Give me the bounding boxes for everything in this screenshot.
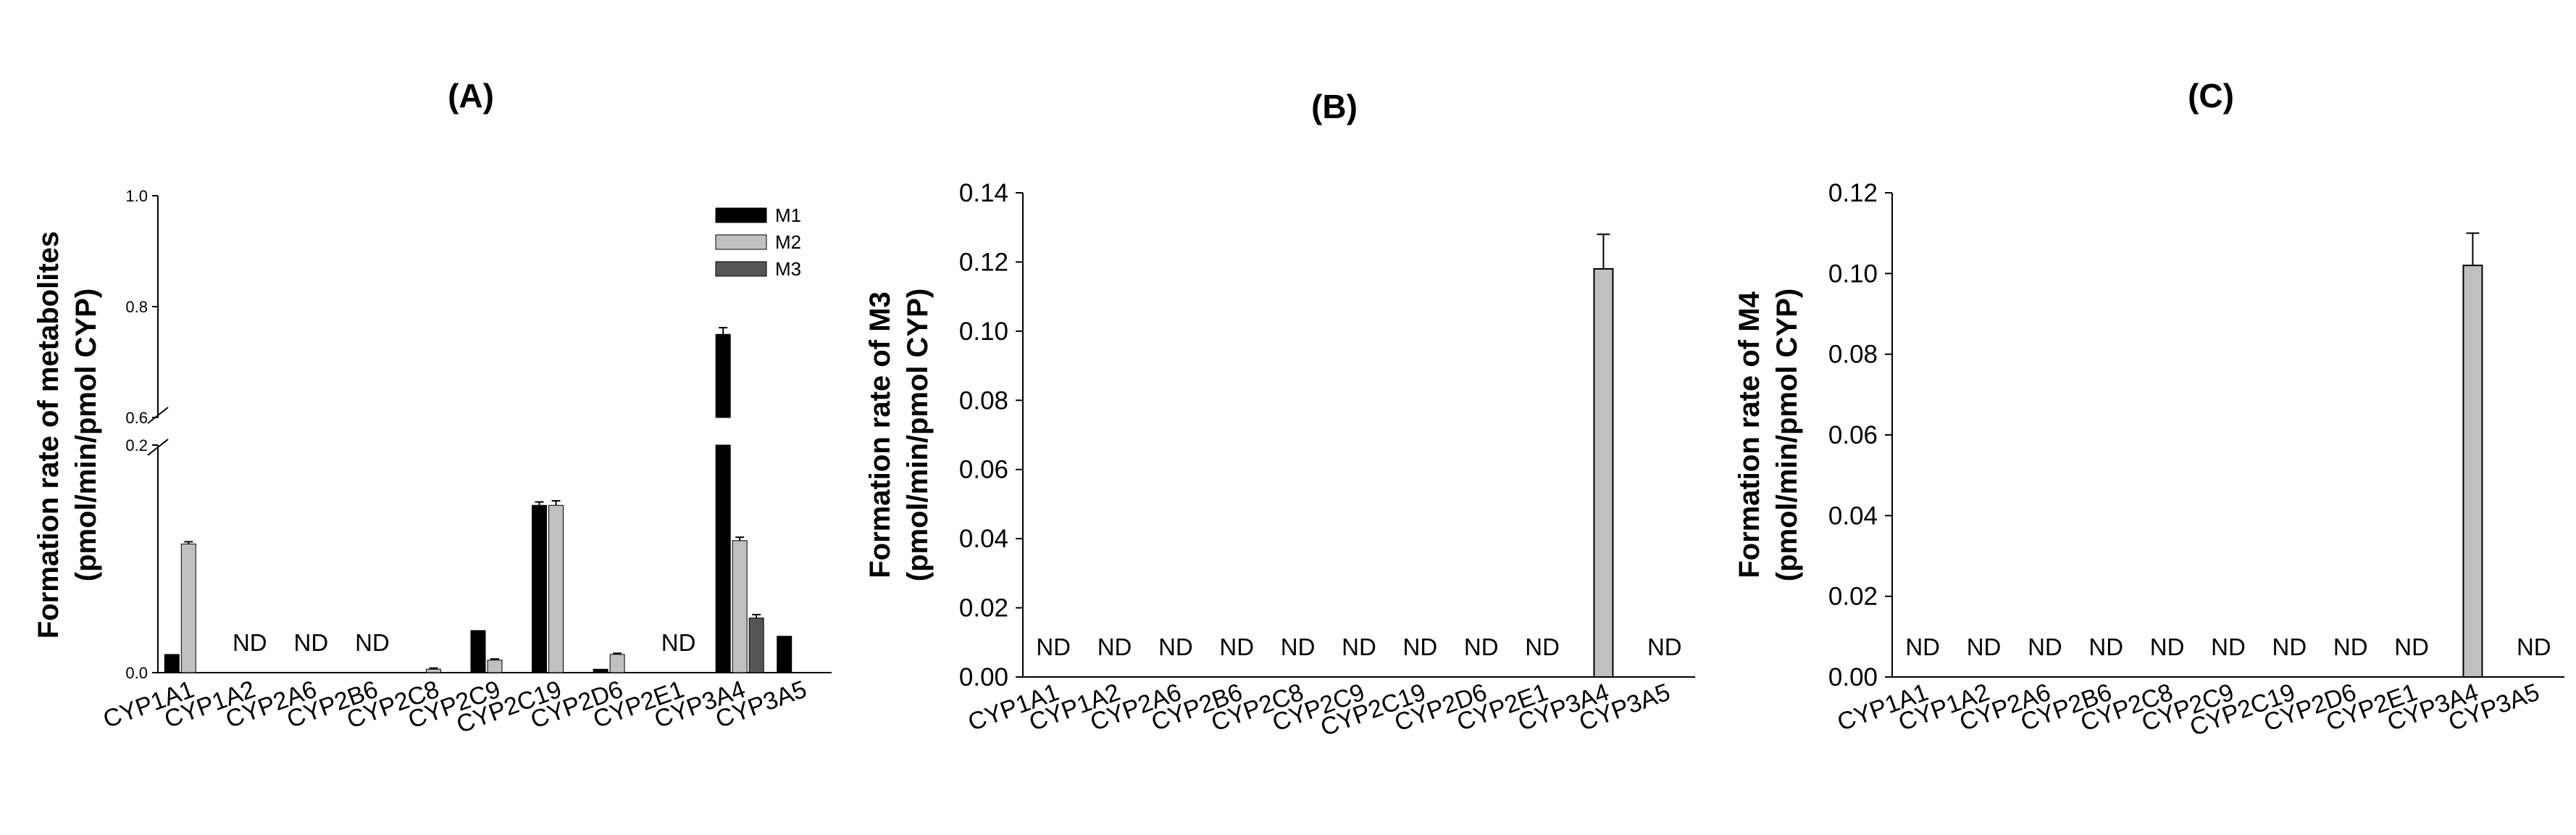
panel-c-y-tick-label: 0.12 [1828, 179, 1878, 207]
panel-b-nd-label: ND [1525, 633, 1560, 660]
panel-b-nd-label: ND [1647, 633, 1682, 660]
panel-a-bar-m2 [180, 544, 196, 673]
panel-a-bar-m2 [425, 668, 441, 673]
panel-a-legend: M1 M2 M3 [715, 204, 801, 280]
panel-c-title: (C) [2188, 77, 2234, 115]
panel-b-nd-label: ND [1219, 633, 1254, 660]
panel-b-title: (B) [1311, 88, 1358, 125]
panel-a-nd-label: ND [355, 629, 390, 656]
panel-b-bar [1593, 267, 1614, 678]
panel-a-legend-label: M1 [775, 204, 801, 226]
panel-a-bar-m2 [609, 654, 625, 673]
panel-c-nd-label: ND [1967, 633, 2002, 660]
panel-b: (B) Formation rate of M3 (pmol/min/pmol … [864, 88, 1695, 741]
panel-a-bar-m2 [487, 660, 503, 673]
panel-a-y-tick-label: 0.2 [125, 436, 148, 454]
panel-a-bar-m1 [532, 504, 548, 673]
panel-a-legend-label: M3 [775, 258, 801, 280]
panel-b-nd-label: ND [1464, 633, 1499, 660]
panel-c-nd-label: ND [2088, 633, 2123, 660]
panel-a-bar-m1 [593, 668, 609, 673]
panel-a-bar-m1 [470, 630, 486, 673]
panel-a-bar-m2 [732, 540, 748, 673]
panel-b-ylabel-line2: (pmol/min/pmol CYP) [902, 288, 934, 581]
panel-a-bar-m1-upper [715, 333, 731, 418]
panel-a-title: (A) [448, 77, 494, 115]
panel-a-legend-swatch [715, 261, 767, 277]
panel-c-nd-label: ND [2150, 633, 2185, 660]
panel-c-nd-label: ND [2211, 633, 2246, 660]
panel-c-y-tick-label: 0.06 [1828, 421, 1878, 449]
panel-a-break-mark [147, 407, 169, 424]
panel-a-break-mark [147, 439, 169, 456]
panel-c-y-tick-label: 0.02 [1828, 583, 1878, 611]
panel-a-y-tick-label: 0.8 [125, 298, 148, 316]
panel-b-nd-label: ND [1097, 633, 1132, 660]
panel-a-bars [164, 327, 793, 673]
panel-b-bars [1593, 233, 1614, 678]
panel-b-y-tick-label: 0.10 [959, 317, 1008, 346]
panel-b-nd-label: ND [1342, 633, 1376, 660]
panel-b-axes: 0.00 0.02 0.04 0.06 0.08 0.10 0.12 0.14 [959, 179, 1695, 691]
panel-a-ylabel-line1: Formation rate of metabolites [33, 231, 64, 639]
panel-a-legend-label: M2 [775, 231, 801, 253]
panel-c-y-tick-label: 0.04 [1828, 502, 1878, 530]
panel-a-ylabel: Formation rate of metabolites (pmol/min/… [33, 231, 102, 639]
panel-a-bar-m1 [777, 636, 793, 673]
panel-a-bar-m1 [164, 654, 180, 673]
panel-b-nd-label: ND [1158, 633, 1193, 660]
panel-a-legend-swatch [715, 234, 767, 250]
panel-a-ylabel-line2: (pmol/min/pmol CYP) [70, 288, 102, 581]
panel-c-y-tick-label: 0.10 [1828, 259, 1878, 288]
panel-b-ylabel-line1: Formation rate of M3 [864, 291, 896, 578]
panel-c-nd-label: ND [2517, 633, 2551, 660]
panel-c-y-tick-label: 0.08 [1828, 341, 1878, 369]
panel-a-legend-swatch [715, 207, 767, 223]
panel-c-nd-label: ND [2333, 633, 2368, 660]
panel-c-ylabel-line2: (pmol/min/pmol CYP) [1771, 288, 1803, 581]
panel-b-ylabel: Formation rate of M3 (pmol/min/pmol CYP) [864, 288, 934, 581]
panel-c-ylabel: Formation rate of M4 (pmol/min/pmol CYP) [1734, 288, 1803, 581]
panel-a-nd-label: ND [661, 629, 696, 656]
panel-a-y-tick-label: 1.0 [125, 187, 148, 205]
panel-b-y-tick-label: 0.00 [959, 663, 1008, 691]
panel-b-nd-label: ND [1403, 633, 1438, 660]
panel-c-bars [2462, 232, 2483, 678]
panel-a-bar-m1 [715, 444, 731, 673]
panel-c-axes: 0.00 0.02 0.04 0.06 0.08 0.10 0.12 [1828, 179, 2564, 691]
panel-b-y-tick-label: 0.12 [959, 248, 1008, 276]
panel-b-nd-label: ND [1281, 633, 1316, 660]
panel-c-ylabel-line1: Formation rate of M4 [1734, 291, 1765, 578]
panel-a-bar-m2 [548, 504, 564, 673]
panel-c-nd-label: ND [2028, 633, 2062, 660]
panel-c-y-tick-label: 0.00 [1828, 663, 1878, 691]
panel-b-nd-label: ND [1036, 633, 1071, 660]
panel-a-bar-m3 [748, 618, 764, 673]
panel-c-nd-label: ND [1905, 633, 1940, 660]
panel-a-y-tick-label: 0.6 [125, 409, 148, 427]
panel-a-nd-label: ND [294, 629, 329, 656]
panel-b-y-tick-label: 0.06 [959, 456, 1008, 484]
panel-c: (C) Formation rate of M4 (pmol/min/pmol … [1734, 77, 2564, 741]
panel-b-y-tick-label: 0.14 [959, 179, 1008, 207]
panel-a-nd-label: ND [233, 629, 267, 656]
panel-c-nd-label: ND [2272, 633, 2307, 660]
panel-b-y-tick-label: 0.04 [959, 525, 1008, 553]
panel-a-y-tick-label: 0.0 [125, 664, 148, 682]
panel-a: (A) Formation rate of metabolites (pmol/… [33, 77, 832, 739]
panel-c-nd-label: ND [2394, 633, 2429, 660]
panel-b-y-tick-label: 0.08 [959, 386, 1008, 415]
panel-c-bar [2462, 265, 2483, 678]
panel-b-y-tick-label: 0.02 [959, 594, 1008, 623]
